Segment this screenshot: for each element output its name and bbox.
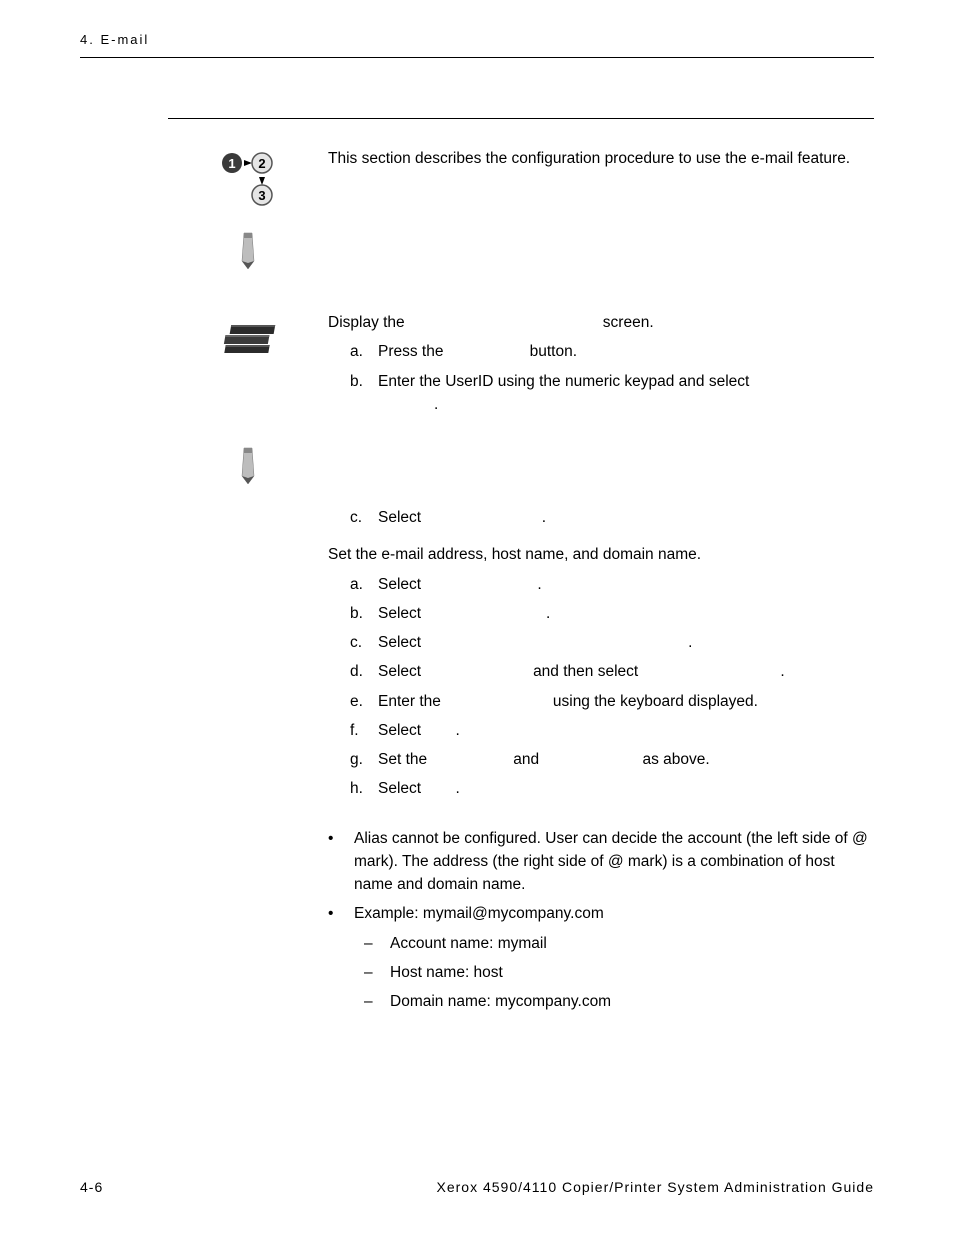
- note-dash-3: – Domain name: mycompany.com: [364, 990, 874, 1013]
- page-number: 4-6: [80, 1179, 103, 1195]
- note-dash-2: – Host name: host: [364, 961, 874, 984]
- step2-c: c. Select .: [350, 631, 874, 654]
- steps-icon: 1 2 3: [218, 151, 278, 207]
- step2-d: d. Select and then select .: [350, 660, 874, 683]
- intro-text: This section describes the configuration…: [328, 150, 850, 167]
- step2-a: a. Select .: [350, 573, 874, 596]
- header-section-label: 4. E-mail: [80, 32, 874, 47]
- books-icon: [213, 315, 283, 365]
- step1-c: c. Select .: [350, 506, 874, 529]
- pencil-icon: [234, 231, 262, 271]
- step2-e: e. Enter the using the keyboard displaye…: [350, 690, 874, 713]
- step2-g: g. Set the and as above.: [350, 748, 874, 771]
- content-area: 1 2 3 This section describes the configu…: [168, 118, 874, 1019]
- step2-h: h. Select .: [350, 777, 874, 800]
- svg-text:1: 1: [228, 156, 235, 171]
- section-rule: [168, 118, 874, 119]
- note-dash-1: – Account name: mymail: [364, 932, 874, 955]
- step2-f: f. Select .: [350, 719, 874, 742]
- header-rule: [80, 57, 874, 58]
- footer: 4-6 Xerox 4590/4110 Copier/Printer Syste…: [80, 1179, 874, 1195]
- step1-lead: Display the screen.: [328, 311, 874, 334]
- step1-b: b. Enter the UserID using the numeric ke…: [350, 370, 874, 417]
- step2-b: b. Select .: [350, 602, 874, 625]
- svg-text:2: 2: [258, 156, 265, 171]
- pencil-icon: [234, 446, 262, 486]
- note-bullet-2: • Example: mymail@mycompany.com: [328, 902, 874, 925]
- svg-text:3: 3: [258, 188, 265, 203]
- step1-a: a. Press the button.: [350, 340, 874, 363]
- note-bullet-1: • Alias cannot be configured. User can d…: [328, 827, 874, 897]
- step2-lead: Set the e-mail address, host name, and d…: [328, 543, 874, 566]
- footer-title: Xerox 4590/4110 Copier/Printer System Ad…: [437, 1179, 875, 1195]
